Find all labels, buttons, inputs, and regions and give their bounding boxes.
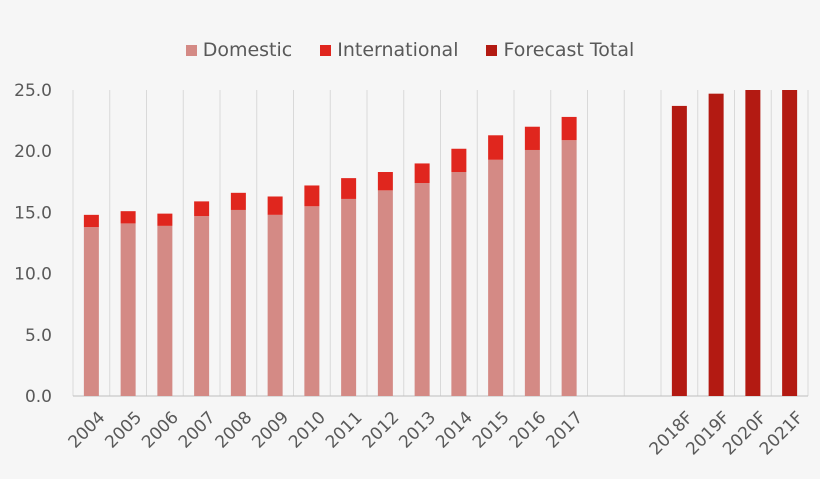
x-tick-label: 2015 [469, 408, 514, 453]
bar-international [414, 163, 430, 184]
bar-domestic [304, 206, 320, 396]
bar-international [120, 211, 136, 224]
y-tick-label: 20.0 [14, 142, 52, 162]
bar-domestic [194, 216, 210, 396]
legend-item-domestic: Domestic [185, 36, 293, 64]
legend-label-domestic: Domestic [202, 39, 293, 61]
bar-domestic [157, 225, 173, 396]
x-tick-label: 2010 [285, 408, 330, 453]
x-tick-label: 2011 [322, 408, 367, 453]
bar-domestic [414, 183, 430, 396]
bar-international [267, 196, 283, 215]
y-tick-label: 10.0 [14, 265, 52, 285]
bar-domestic [561, 140, 577, 396]
legend-swatch-forecast-total [486, 44, 498, 56]
bar-domestic [524, 149, 540, 396]
y-tick-label: 15.0 [14, 203, 52, 223]
bar-domestic [341, 198, 357, 396]
x-tick-label: 2012 [359, 408, 404, 453]
x-tick-label: 2013 [395, 408, 440, 453]
bar-domestic [451, 172, 467, 396]
legend-label-international: International [337, 39, 459, 61]
bar-domestic [267, 214, 283, 396]
x-tick-label: 2006 [138, 408, 183, 453]
bar-domestic [83, 227, 99, 396]
x-tick-label: 2008 [212, 408, 257, 453]
bar-forecast-total [745, 90, 761, 396]
legend-swatch-international [320, 44, 332, 56]
bar-domestic [488, 159, 504, 396]
bar-forecast-total [671, 105, 687, 397]
x-tick-label: 2004 [65, 408, 110, 453]
y-tick-label: 25.0 [14, 81, 52, 101]
x-tick-label: 2007 [175, 408, 220, 453]
bar-international [377, 172, 393, 191]
bar-international [524, 126, 540, 150]
x-tick-label: 2016 [506, 408, 551, 453]
legend-item-international: International [320, 36, 458, 64]
bar-forecast-total [782, 90, 798, 396]
bar-international [230, 192, 246, 210]
bar-domestic [377, 190, 393, 396]
bar-international [194, 201, 210, 217]
x-tick-label: 2009 [248, 408, 293, 453]
bar-international [488, 135, 504, 160]
bar-international [561, 116, 577, 141]
bar-international [157, 213, 173, 226]
bar-international [451, 148, 467, 173]
bar-international [83, 214, 99, 228]
bar-international [304, 185, 320, 207]
bar-domestic [230, 209, 246, 396]
y-tick-label: 0.0 [25, 387, 52, 407]
legend-label-forecast-total: Forecast Total [503, 39, 635, 61]
y-tick-label: 5.0 [25, 326, 52, 346]
bar-domestic [120, 223, 136, 396]
bar-international [341, 178, 357, 199]
x-tick-label: 2014 [432, 408, 477, 453]
legend-item-forecast-total: Forecast Total [486, 36, 634, 64]
x-tick-label: 2005 [101, 408, 146, 453]
x-tick-label: 2017 [542, 408, 587, 453]
legend: Domestic International Forecast Total [0, 36, 820, 64]
legend-swatch-domestic [185, 44, 197, 56]
bar-forecast-total [708, 93, 724, 396]
